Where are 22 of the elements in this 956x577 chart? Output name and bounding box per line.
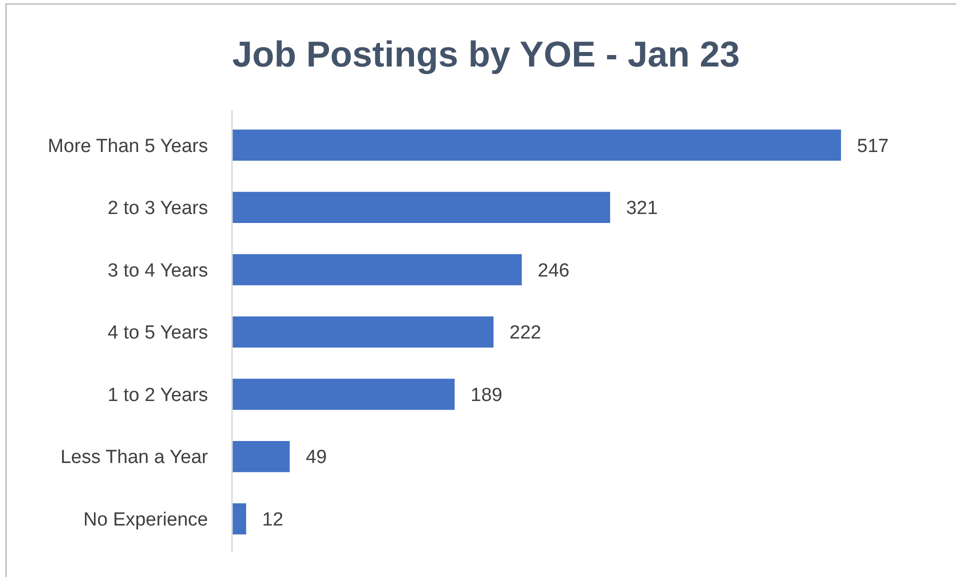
data-label: 49 (306, 447, 327, 468)
bar (232, 378, 455, 410)
bar (232, 254, 522, 286)
data-label: 222 (510, 322, 542, 344)
bar (232, 441, 290, 472)
bar (232, 503, 246, 534)
bar (232, 192, 610, 223)
y-tick-label: No Experience (83, 510, 208, 531)
chart-title: Job Postings by YOE - Jan 23 (232, 34, 740, 75)
data-label: 189 (470, 384, 502, 406)
y-tick-label: 2 to 3 Years (108, 198, 208, 220)
y-tick-label: 1 to 2 Years (108, 384, 208, 406)
y-tick-label: Less Than a Year (60, 447, 209, 468)
data-label: 12 (262, 510, 284, 531)
y-tick-label: 4 to 5 Years (108, 322, 208, 344)
data-label: 321 (626, 198, 658, 220)
data-label: 246 (538, 260, 570, 282)
data-label: 517 (857, 136, 889, 157)
y-tick-label: 3 to 4 Years (108, 260, 208, 282)
bar (232, 316, 494, 348)
bar (232, 130, 841, 161)
y-tick-label: More Than 5 Years (48, 136, 208, 157)
